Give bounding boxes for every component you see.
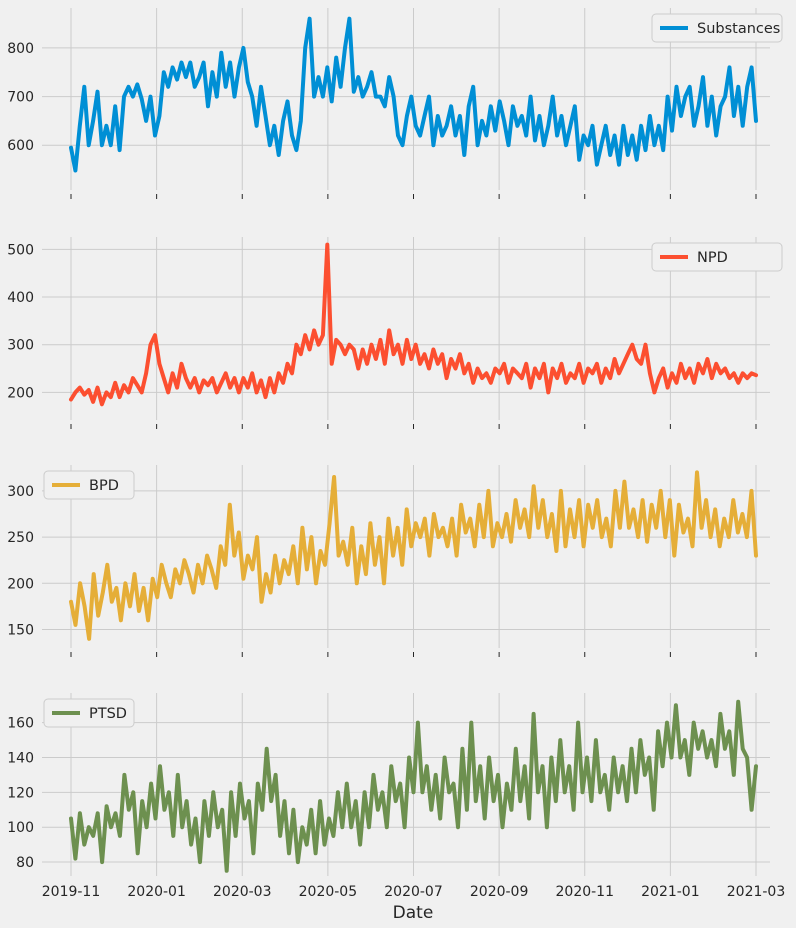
y-tick-label: 200 xyxy=(7,385,34,401)
y-tick-label: 80 xyxy=(16,855,34,871)
legend-label: BPD xyxy=(89,478,119,494)
x-tick-label: 2020-07 xyxy=(384,884,443,900)
y-tick-label: 600 xyxy=(7,138,34,154)
legend: PTSD xyxy=(43,698,135,728)
x-tick-label: 2019-11 xyxy=(42,884,101,900)
series-line-bpd xyxy=(69,470,758,641)
y-tick-label: 140 xyxy=(7,750,34,766)
x-tick-label: 2021-03 xyxy=(727,884,786,900)
legend: Substances xyxy=(651,13,783,43)
legend: BPD xyxy=(43,470,135,500)
x-tick-label: 2020-09 xyxy=(470,884,529,900)
legend-label: PTSD xyxy=(89,706,127,722)
legend-label: Substances xyxy=(697,21,780,37)
x-tick-label: 2020-11 xyxy=(556,884,615,900)
x-tick-label: 2020-01 xyxy=(127,884,186,900)
legend-box xyxy=(651,242,783,272)
legend-box xyxy=(43,470,135,500)
x-axis-label: Date xyxy=(393,903,434,923)
y-tick-label: 120 xyxy=(7,785,34,801)
y-tick-label: 100 xyxy=(7,820,34,836)
series-line-ptsd xyxy=(69,699,758,873)
panel-4: 80 100 120 140 160 PTSD xyxy=(7,693,770,876)
y-tick-label: 300 xyxy=(7,484,34,500)
y-tick-label: 500 xyxy=(7,242,34,258)
y-tick-label: 300 xyxy=(7,338,34,354)
panel-2: 200 300 400 500 NPD xyxy=(7,237,783,429)
series-line-npd xyxy=(69,242,758,407)
legend-label: NPD xyxy=(697,250,728,266)
y-tick-label: 400 xyxy=(7,290,34,306)
y-tick-label: 150 xyxy=(7,623,34,639)
y-tick-label: 800 xyxy=(7,41,34,57)
x-tick-label: 2021-01 xyxy=(641,884,700,900)
legend-box xyxy=(43,698,135,728)
x-tick-label: 2020-03 xyxy=(213,884,272,900)
series-line-substances xyxy=(69,16,758,173)
legend: NPD xyxy=(651,242,783,272)
x-axis: 2019-11 2020-01 2020-03 2020-05 2020-07 2020-… xyxy=(42,884,786,900)
y-tick-label: 250 xyxy=(7,530,34,546)
y-tick-label: 200 xyxy=(7,576,34,592)
legend-box xyxy=(651,13,783,43)
y-tick-label: 700 xyxy=(7,90,34,106)
panel-3: 150 200 250 300 BPD xyxy=(7,465,770,657)
x-tick-label: 2020-05 xyxy=(299,884,358,900)
panels: 600 700 800 Substances 200 300 400 500 NPD 150 200… xyxy=(7,8,783,876)
panel-1: 600 700 800 Substances xyxy=(7,8,783,199)
y-tick-label: 160 xyxy=(7,716,34,732)
